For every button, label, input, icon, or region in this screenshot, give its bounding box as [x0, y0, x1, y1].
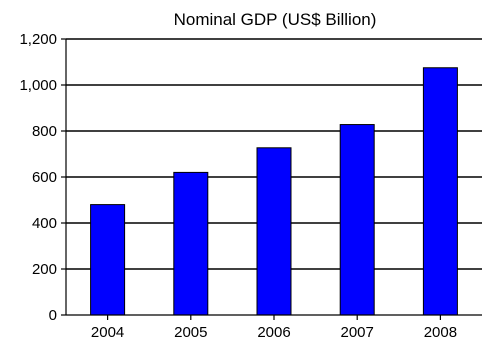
- bar-2007: [339, 124, 375, 316]
- y-tick-label: 400: [32, 215, 57, 232]
- x-tick-label: 2008: [424, 324, 457, 341]
- y-tick-label: 0: [49, 307, 57, 324]
- bar-2005: [173, 171, 209, 316]
- y-tick-label: 800: [32, 123, 57, 140]
- y-tick-label: 600: [32, 169, 57, 186]
- bar-2006: [256, 147, 292, 316]
- bar-2008: [422, 67, 458, 316]
- y-tick-label: 1,200: [19, 31, 57, 48]
- y-axis-ticks: 0 200 400 600 800 1,000 1,200: [19, 31, 66, 324]
- x-tick-label: 2006: [257, 324, 290, 341]
- x-tick-label: 2007: [341, 324, 374, 341]
- bar-2004: [90, 204, 126, 316]
- chart-title: Nominal GDP (US$ Billion): [174, 10, 377, 29]
- y-tick-label: 1,000: [19, 77, 57, 94]
- x-tick-label: 2005: [174, 324, 207, 341]
- x-tick-label: 2004: [91, 324, 124, 341]
- bars: [90, 67, 458, 316]
- x-axis-ticks: 2004 2005 2006 2007 2008: [91, 315, 457, 341]
- y-tick-label: 200: [32, 261, 57, 278]
